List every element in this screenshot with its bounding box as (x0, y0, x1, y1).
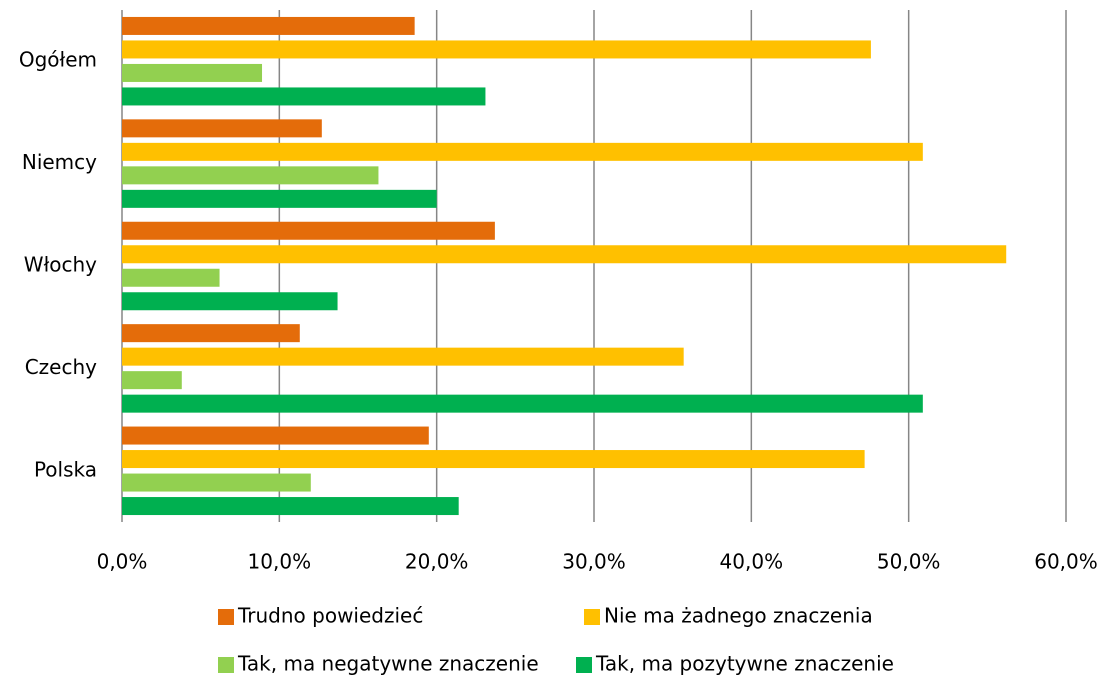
bar (122, 189, 437, 208)
legend-swatch (218, 609, 234, 625)
bar (122, 119, 322, 138)
bar (122, 324, 300, 343)
bar (122, 268, 220, 287)
legend-label: Nie ma żadnego znaczenia (604, 604, 873, 628)
x-tick-label: 50,0% (877, 550, 941, 574)
bar (122, 394, 923, 413)
x-tick-label: 10,0% (248, 550, 312, 574)
bar (122, 142, 923, 161)
bar (122, 347, 684, 366)
bar (122, 497, 459, 516)
legend-label: Tak, ma negatywne znaczenie (237, 652, 539, 676)
legend-swatch (576, 657, 592, 673)
bar (122, 450, 865, 469)
legend-label: Trudno powiedzieć (237, 604, 423, 628)
x-tick-label: 0,0% (97, 550, 148, 574)
x-tick-label: 40,0% (720, 550, 784, 574)
bar (122, 426, 429, 445)
legend-label: Tak, ma pozytywne znaczenie (595, 652, 894, 676)
legend-swatch (218, 657, 234, 673)
y-tick-label: Czechy (25, 355, 97, 379)
bar (122, 245, 1007, 264)
y-tick-label: Ogółem (19, 48, 97, 72)
y-tick-label: Niemcy (22, 150, 97, 174)
bar (122, 371, 182, 390)
x-tick-label: 20,0% (405, 550, 469, 574)
bar (122, 221, 495, 240)
x-tick-label: 60,0% (1034, 550, 1098, 574)
bar (122, 473, 311, 492)
bar (122, 292, 338, 311)
legend-swatch (584, 609, 600, 625)
bar (122, 166, 379, 185)
bar (122, 40, 871, 59)
y-tick-label: Polska (34, 457, 97, 481)
bar (122, 63, 263, 82)
y-tick-label: Włochy (24, 253, 97, 277)
bar (122, 16, 415, 35)
x-tick-label: 30,0% (562, 550, 626, 574)
bar (122, 87, 486, 106)
